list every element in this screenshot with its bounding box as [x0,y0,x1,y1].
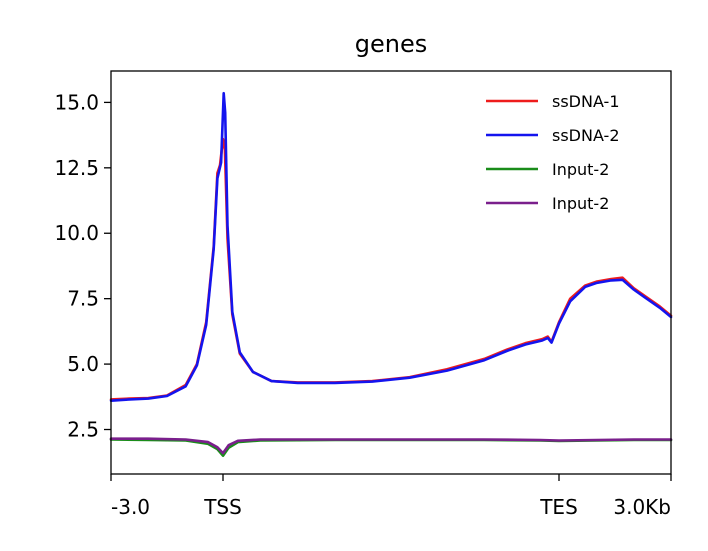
legend-label: ssDNA-1 [552,92,620,111]
series-line-3 [109,438,673,457]
plot-series [109,91,673,457]
y-tick-label: 7.5 [67,287,99,311]
y-tick-label: 10.0 [54,221,99,245]
legend-label: Input-2 [552,160,609,179]
chart-title: genes [355,30,427,58]
legend-label: Input-2 [552,194,609,213]
legend-label: ssDNA-2 [552,126,620,145]
x-tick-label: TSS [203,495,242,519]
y-axis: 2.5 5.0 7.5 10.0 12.5 15.0 [54,90,111,442]
series-line-2 [109,91,673,402]
x-tick-label: TES [539,495,578,519]
legend: ssDNA-1 ssDNA-2 Input-2 Input-2 [486,92,620,213]
y-tick-label: 5.0 [67,352,99,376]
y-tick-label: 12.5 [54,156,99,180]
x-axis: -3.0 TSS TES 3.0Kb [110,474,672,519]
series-line-4 [109,437,673,455]
x-tick-label: 3.0Kb [613,495,671,519]
plot-frame [110,70,672,475]
y-tick-label: 15.0 [54,90,99,114]
y-tick-label: 2.5 [67,418,99,442]
x-tick-label: -3.0 [111,495,150,519]
